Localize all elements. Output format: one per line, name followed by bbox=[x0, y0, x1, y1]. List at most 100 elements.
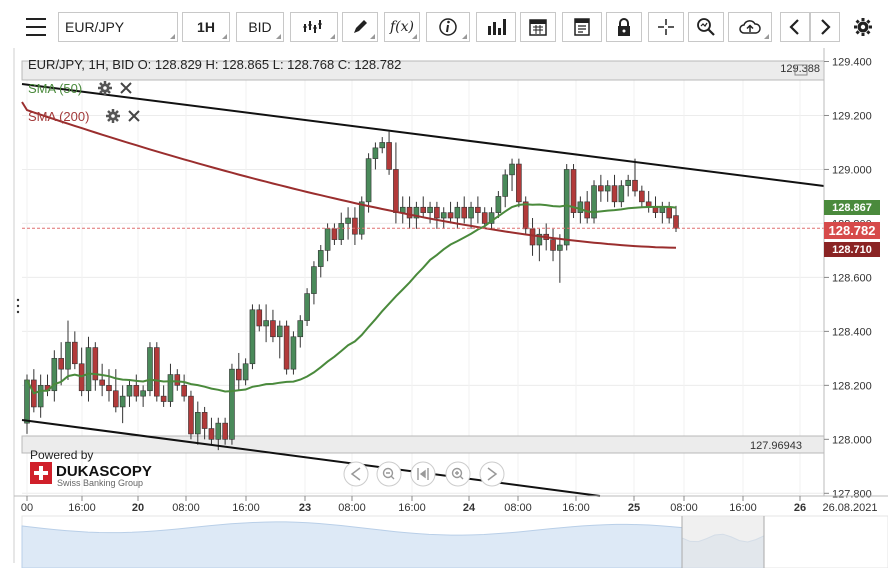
candle bbox=[188, 390, 194, 440]
candle bbox=[358, 196, 365, 240]
sma200-price-tag-text: 128.710 bbox=[832, 244, 872, 256]
chart-background bbox=[0, 48, 888, 568]
close-icon[interactable] bbox=[120, 82, 132, 94]
report-button[interactable] bbox=[562, 12, 602, 42]
candle bbox=[194, 401, 201, 445]
y-tick-label: 128.000 bbox=[832, 434, 872, 446]
navigator[interactable] bbox=[21, 515, 888, 568]
chart-type-button[interactable] bbox=[290, 12, 338, 42]
candle bbox=[147, 342, 153, 397]
gear-icon[interactable] bbox=[106, 109, 120, 123]
lock-button[interactable] bbox=[606, 12, 642, 42]
candle bbox=[550, 228, 556, 262]
lower-level-label: 127.96943 bbox=[750, 440, 802, 452]
menu-icon bbox=[26, 18, 46, 36]
sma200-line bbox=[21, 101, 677, 249]
horizontal-levels: 129.388 127.96943 bbox=[21, 60, 825, 454]
y-tick-label: 128.200 bbox=[832, 380, 872, 392]
candle bbox=[85, 336, 92, 402]
candle bbox=[440, 207, 447, 229]
candle bbox=[181, 374, 187, 402]
report-icon bbox=[574, 18, 590, 36]
navigator-window[interactable] bbox=[682, 516, 764, 568]
info-icon bbox=[439, 18, 457, 36]
candle bbox=[133, 374, 140, 402]
candle bbox=[406, 196, 413, 229]
y-tick-label: 129.400 bbox=[832, 56, 872, 68]
toolbar: EUR/JPY 1H BID f(x) bbox=[0, 0, 888, 49]
candle bbox=[570, 164, 577, 219]
gear-icon[interactable] bbox=[98, 81, 112, 95]
x-tick-label: 16:00 bbox=[562, 502, 590, 514]
candle bbox=[106, 369, 112, 402]
side-select[interactable]: BID bbox=[236, 12, 284, 42]
candle bbox=[591, 180, 597, 224]
maximize-icon[interactable] bbox=[794, 64, 808, 76]
candle bbox=[379, 137, 386, 154]
timeframe-select[interactable]: 1H bbox=[182, 12, 230, 42]
draw-pen-icon bbox=[354, 20, 367, 33]
x-tick-label: 26.08.2021 bbox=[822, 502, 877, 514]
x-axis: 00 16:00 20 08:00 16:00 23 08:00 16:00 24 08:00 16… bbox=[14, 495, 888, 514]
candle bbox=[249, 304, 256, 370]
y-tick-label: 129.000 bbox=[832, 164, 872, 176]
crosshair-button[interactable] bbox=[648, 12, 684, 42]
x-tick-label: 08:00 bbox=[670, 502, 698, 514]
symbol-label: EUR/JPY bbox=[65, 19, 125, 35]
x-tick-label: 08:00 bbox=[172, 502, 200, 514]
function-button[interactable]: f(x) bbox=[384, 12, 420, 42]
scroll-right-button[interactable] bbox=[810, 12, 840, 42]
nav-zoom-in-button[interactable] bbox=[445, 461, 471, 487]
x-tick-label: 16:00 bbox=[398, 502, 426, 514]
y-tick-label: 129.200 bbox=[832, 110, 872, 122]
candle bbox=[208, 417, 215, 445]
candle bbox=[24, 374, 30, 434]
candle bbox=[201, 406, 208, 440]
info-button[interactable] bbox=[426, 12, 470, 42]
sma50-line bbox=[26, 203, 677, 395]
draw-button[interactable] bbox=[342, 12, 378, 42]
nav-forward-button[interactable] bbox=[479, 461, 505, 487]
nav-back-button[interactable] bbox=[343, 461, 369, 487]
candle bbox=[37, 374, 44, 418]
candle bbox=[420, 196, 427, 219]
zoom-button[interactable] bbox=[688, 12, 724, 42]
zoom-icon bbox=[697, 18, 715, 36]
candle bbox=[386, 131, 392, 175]
settings-button[interactable] bbox=[848, 12, 878, 42]
nav-reset-button[interactable] bbox=[410, 461, 436, 487]
candle bbox=[276, 320, 283, 359]
symbol-select[interactable]: EUR/JPY bbox=[58, 12, 178, 42]
close-price-tag-text: 128.782 bbox=[829, 223, 876, 238]
side-label: BID bbox=[248, 19, 272, 35]
price-chart[interactable]: 129.388 127.96943 EUR/JPY, 1H, BID O: 12… bbox=[0, 48, 888, 568]
powered-by-text: Powered by bbox=[30, 448, 93, 462]
scroll-left-button[interactable] bbox=[780, 12, 810, 42]
candle bbox=[427, 201, 433, 224]
x-tick-label: 25 bbox=[628, 502, 640, 514]
candle bbox=[317, 245, 324, 278]
cloud-upload-icon bbox=[739, 20, 761, 34]
candle bbox=[338, 212, 345, 246]
candle bbox=[140, 385, 146, 407]
volume-button[interactable] bbox=[476, 12, 516, 42]
y-tick-label: 128.600 bbox=[832, 272, 872, 284]
x-tick-label: 16:00 bbox=[68, 502, 96, 514]
candle bbox=[99, 363, 105, 397]
left-resize-handle[interactable] bbox=[16, 298, 20, 314]
sma200-legend-label: SMA (200) bbox=[28, 109, 89, 124]
candle bbox=[222, 417, 228, 445]
candle bbox=[475, 196, 481, 224]
candle bbox=[215, 417, 222, 451]
candle bbox=[283, 320, 290, 375]
candle bbox=[447, 201, 454, 224]
candle bbox=[304, 288, 310, 326]
close-icon[interactable] bbox=[128, 110, 140, 122]
calendar-button[interactable] bbox=[520, 12, 556, 42]
menu-button[interactable] bbox=[18, 12, 54, 42]
chevron-left-icon bbox=[789, 19, 799, 35]
upload-button[interactable] bbox=[728, 12, 772, 42]
nav-zoom-out-button[interactable] bbox=[376, 461, 402, 487]
candle bbox=[372, 142, 379, 170]
candle bbox=[235, 352, 242, 391]
